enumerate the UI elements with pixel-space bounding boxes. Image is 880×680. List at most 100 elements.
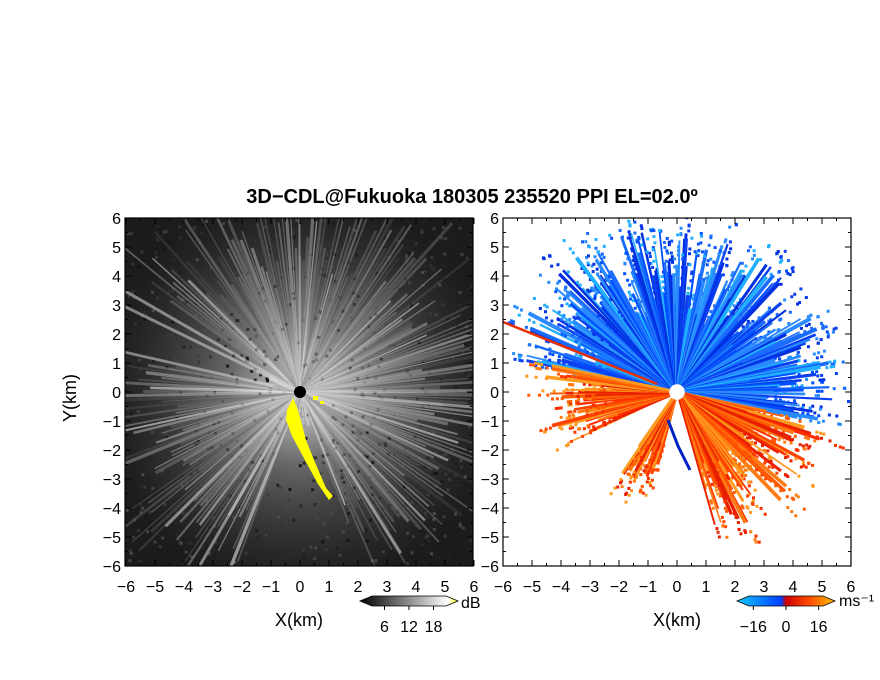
intensity-speckle xyxy=(130,412,134,416)
intensity-speckle xyxy=(212,422,216,426)
velocity-cell xyxy=(563,297,567,301)
intensity-speckle xyxy=(287,499,291,503)
velocity-cell xyxy=(601,406,605,410)
intensity-speckle xyxy=(369,475,373,479)
intensity-speckle xyxy=(303,562,307,566)
intensity-speckle xyxy=(180,298,184,302)
velocity-cell xyxy=(572,315,576,319)
intensity-speckle xyxy=(460,351,464,355)
intensity-ray xyxy=(180,391,301,446)
intensity-speckle xyxy=(428,371,432,375)
intensity-speckle xyxy=(377,395,381,399)
intensity-ray xyxy=(299,351,473,393)
velocity-cell xyxy=(696,242,700,246)
intensity-speckle xyxy=(209,355,213,359)
velocity-cell xyxy=(651,468,655,472)
velocity-cell xyxy=(805,443,809,447)
intensity-speckle xyxy=(154,251,158,255)
velocity-cell xyxy=(749,480,753,484)
velocity-cell xyxy=(640,484,644,488)
velocity-cell xyxy=(544,355,548,359)
velocity-cell xyxy=(555,448,559,452)
intensity-speckle xyxy=(371,460,375,464)
velocity-cell xyxy=(796,350,800,354)
intensity-speckle xyxy=(298,234,302,238)
intensity-speckle xyxy=(405,244,409,248)
velocity-cell xyxy=(519,353,523,357)
intensity-speckle xyxy=(445,494,449,498)
intensity-speckle xyxy=(333,280,337,284)
intensity-speckle xyxy=(356,295,360,299)
intensity-speckle xyxy=(245,272,249,276)
velocity-cell xyxy=(800,384,804,388)
intensity-speckle xyxy=(385,480,389,484)
intensity-speckle xyxy=(258,391,262,395)
velocity-cell xyxy=(714,465,718,469)
intensity-speckle xyxy=(370,559,374,563)
intensity-speckle xyxy=(372,500,376,504)
velocity-y-tick-label: −1 xyxy=(481,414,499,431)
intensity-speckle xyxy=(439,479,443,483)
intensity-speckle xyxy=(383,443,387,447)
intensity-speckle xyxy=(129,356,133,360)
velocity-cell xyxy=(581,388,585,392)
intensity-ray xyxy=(299,391,430,519)
velocity-cell xyxy=(532,363,536,367)
intensity-speckle xyxy=(178,391,182,395)
intensity-speckle xyxy=(221,400,225,404)
velocity-cell xyxy=(640,227,644,231)
velocity-cell xyxy=(793,434,797,438)
velocity-cell xyxy=(796,302,800,306)
intensity-ray xyxy=(299,345,473,394)
velocity-cell xyxy=(632,479,636,483)
intensity-speckle xyxy=(184,245,188,249)
velocity-cell xyxy=(812,352,816,356)
velocity-cell xyxy=(816,341,820,345)
velocity-cell xyxy=(699,231,703,235)
intensity-ray xyxy=(299,273,334,393)
intensity-speckle xyxy=(166,334,170,338)
intensity-ray xyxy=(298,256,417,394)
velocity-cell xyxy=(606,319,610,323)
velocity-cell xyxy=(597,381,601,385)
intensity-speckle xyxy=(143,485,147,489)
velocity-cell xyxy=(634,459,638,463)
velocity-cell xyxy=(826,332,830,336)
velocity-cell xyxy=(797,372,801,376)
velocity-cell xyxy=(633,263,637,267)
velocity-cell xyxy=(519,308,523,312)
intensity-speckle xyxy=(141,506,145,510)
intensity-speckle xyxy=(352,291,356,295)
velocity-cell xyxy=(586,397,590,401)
velocity-cell xyxy=(806,437,810,441)
velocity-cell xyxy=(568,317,572,321)
intensity-speckle xyxy=(460,253,464,257)
intensity-speckle xyxy=(464,342,468,346)
intensity-speckle xyxy=(467,500,471,504)
intensity-speckle xyxy=(125,389,129,393)
intensity-speckle xyxy=(291,292,295,296)
intensity-speckle xyxy=(400,459,404,463)
velocity-cell xyxy=(828,439,832,443)
intensity-speckle xyxy=(393,341,397,345)
velocity-cell xyxy=(722,463,726,467)
velocity-cell xyxy=(811,381,815,385)
intensity-speckle xyxy=(331,404,335,408)
intensity-speckle xyxy=(361,391,365,395)
velocity-cell xyxy=(813,439,817,443)
intensity-ray xyxy=(241,230,301,393)
velocity-y-tick-label: 1 xyxy=(490,356,499,373)
velocity-cell xyxy=(593,294,597,298)
intensity-speckle xyxy=(263,225,267,229)
intensity-speckle xyxy=(195,490,199,494)
velocity-cell xyxy=(568,415,572,419)
velocity-cell xyxy=(738,462,742,466)
intensity-speckle xyxy=(354,517,358,521)
velocity-cell xyxy=(620,235,624,239)
velocity-cell xyxy=(626,236,630,240)
velocity-cell xyxy=(627,493,631,497)
intensity-speckle xyxy=(375,537,379,541)
velocity-cell xyxy=(597,406,601,410)
intensity-ray xyxy=(299,391,473,458)
intensity-ray xyxy=(161,377,301,393)
